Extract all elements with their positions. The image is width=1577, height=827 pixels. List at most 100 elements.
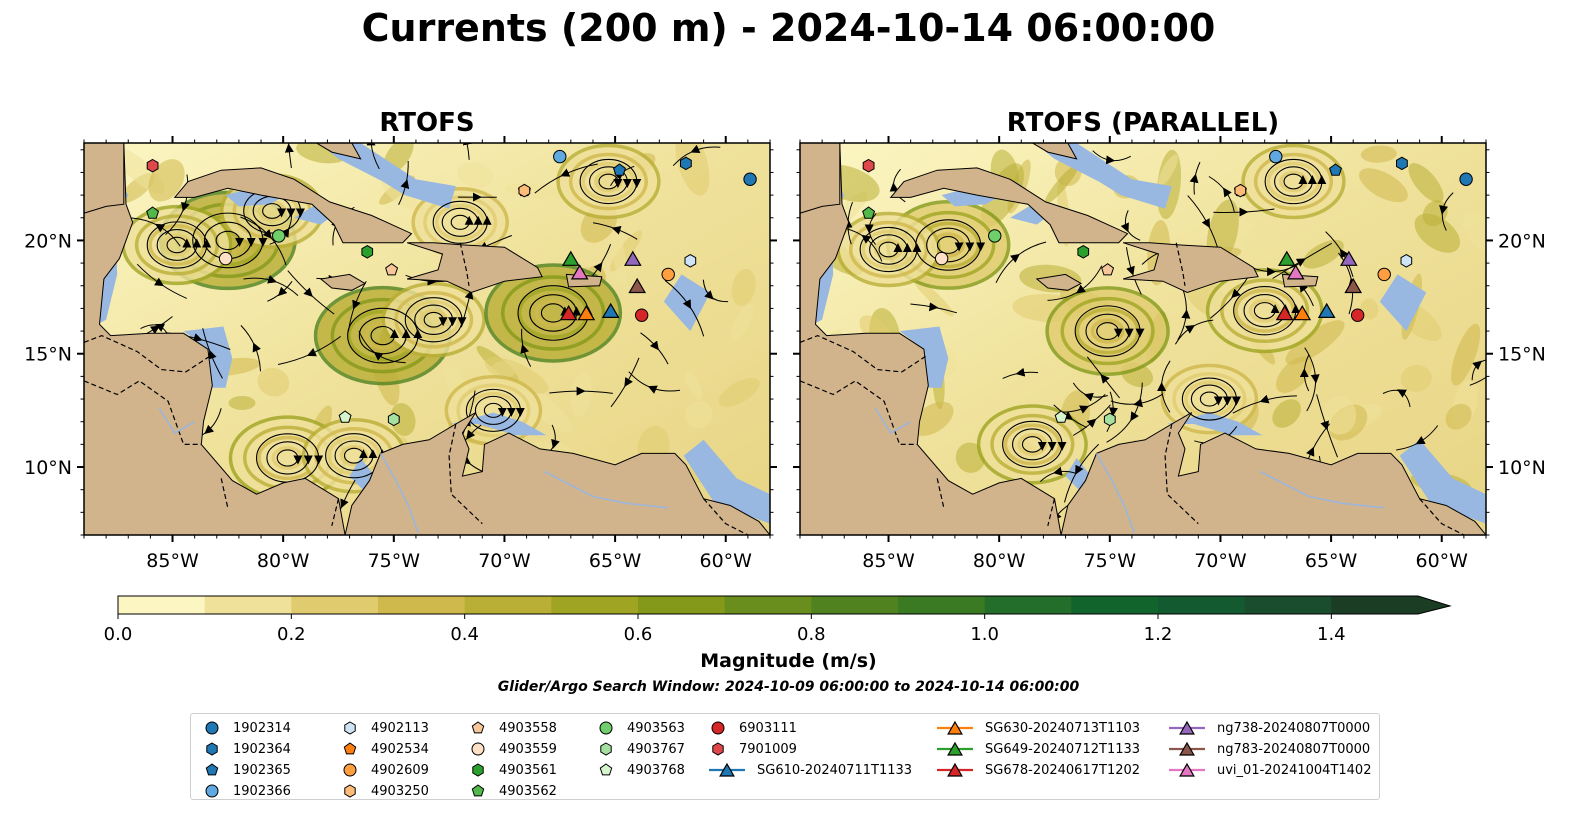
legend-marker bbox=[472, 763, 484, 777]
land-yucatan-land bbox=[800, 143, 841, 214]
legend-swatch bbox=[471, 721, 485, 734]
argo-float-4903558 bbox=[385, 263, 399, 276]
eddy-speed-ring bbox=[484, 263, 623, 363]
legend-item-4903561: 4903561 bbox=[467, 761, 557, 779]
argo-float-6903111 bbox=[1350, 308, 1365, 322]
argo-float-4903250 bbox=[518, 183, 531, 198]
legend-swatch bbox=[205, 721, 219, 735]
colorbar-segment bbox=[1158, 596, 1246, 614]
colorbar-segment bbox=[118, 596, 206, 614]
argo-float-1902314 bbox=[1459, 172, 1473, 186]
legend-marker bbox=[947, 720, 963, 735]
shallow-water bbox=[1399, 439, 1486, 524]
legend-swatch bbox=[471, 742, 485, 756]
streamline-arrow bbox=[1010, 253, 1020, 263]
shallow-water bbox=[318, 143, 456, 209]
speed-patch bbox=[1285, 320, 1345, 365]
country-border bbox=[703, 498, 749, 535]
land-central-america bbox=[800, 143, 1062, 535]
legend-label: 4903250 bbox=[371, 783, 429, 799]
land-cuba bbox=[889, 167, 1129, 244]
map-frames bbox=[83, 142, 1487, 536]
argo-float-4903559 bbox=[218, 251, 233, 266]
glider-SG678-20240617T1202 bbox=[559, 305, 578, 321]
legend-item-4902534: 4902534 bbox=[339, 740, 429, 758]
legend-item-4903559: 4903559 bbox=[467, 740, 557, 758]
map-frame bbox=[83, 142, 771, 536]
legend-swatch bbox=[1169, 762, 1205, 777]
legend-marker bbox=[1179, 762, 1195, 777]
streamline-arrow bbox=[1396, 389, 1408, 398]
argo-float-7901009 bbox=[146, 158, 159, 173]
glider-SG678-20240617T1202 bbox=[1275, 305, 1294, 321]
legend-marker bbox=[947, 762, 963, 777]
speed-patch bbox=[1445, 403, 1472, 430]
legend-item-1902366: 1902366 bbox=[201, 782, 291, 800]
legend-item-SG649-20240712T1133: SG649-20240712T1133 bbox=[935, 740, 1140, 758]
speed-patch bbox=[1272, 399, 1301, 428]
legend-item-1902365: 1902365 bbox=[201, 761, 291, 779]
speed-patch bbox=[1359, 168, 1408, 203]
lon-tick-label: 65°W bbox=[1305, 550, 1358, 572]
legend-label: 4902609 bbox=[371, 762, 429, 778]
legend-label: 6903111 bbox=[739, 720, 797, 736]
lon-tick-label: 85°W bbox=[146, 550, 199, 572]
colorbar-segment bbox=[291, 596, 379, 614]
glider-ng738-20240807T0000 bbox=[1339, 250, 1358, 266]
eddy-speed-ring bbox=[381, 281, 486, 358]
colorbar-tick-label: 0.2 bbox=[277, 624, 306, 645]
streamline-arrow bbox=[466, 429, 476, 440]
glider-uvi_01-20241004T1402 bbox=[570, 264, 589, 280]
legend-label: 1902364 bbox=[233, 741, 291, 757]
streamline-arrow bbox=[461, 455, 471, 465]
legend-item-4903250: 4903250 bbox=[339, 782, 429, 800]
shallow-water bbox=[1034, 143, 1172, 209]
lon-tick-label: 70°W bbox=[478, 550, 531, 572]
legend-swatch bbox=[711, 721, 725, 735]
lon-tick-label: 60°W bbox=[700, 550, 753, 572]
eddy-speed-ring bbox=[500, 275, 606, 351]
colorbar-segment bbox=[464, 596, 552, 614]
argo-float-1902364 bbox=[1396, 156, 1408, 171]
legend-item-4903767: 4903767 bbox=[595, 740, 685, 758]
argo-float-4902609 bbox=[1377, 267, 1391, 282]
land-jamaica bbox=[1035, 273, 1083, 291]
lon-tick-label: 80°W bbox=[257, 550, 310, 572]
lon-tick-label: 80°W bbox=[973, 550, 1026, 572]
streamline-arrow bbox=[593, 262, 603, 273]
streamline-arrow bbox=[149, 325, 161, 335]
colorbar-tick-label: 0.4 bbox=[450, 624, 479, 645]
legend-swatch bbox=[344, 784, 356, 798]
speed-patch bbox=[228, 396, 256, 410]
panel-title-rtofs-parallel: RTOFS (PARALLEL) bbox=[1006, 108, 1280, 138]
legend-item-4903562: 4903562 bbox=[467, 782, 557, 800]
glider-SG610-20240711T1133 bbox=[601, 302, 620, 318]
legend-marker bbox=[205, 721, 219, 735]
country-border bbox=[1164, 423, 1199, 525]
river bbox=[158, 407, 195, 435]
legend-label: SG630-20240713T1103 bbox=[985, 720, 1141, 736]
streamline-arrow bbox=[1076, 284, 1086, 294]
legend-marker bbox=[712, 742, 724, 756]
argo-float-4903768 bbox=[338, 410, 352, 423]
legend-label: 4903767 bbox=[627, 741, 685, 757]
legend-label: SG649-20240712T1133 bbox=[985, 741, 1141, 757]
lon-tick-label: 60°W bbox=[1416, 550, 1469, 572]
speed-patch bbox=[484, 357, 549, 394]
streamline-arrow bbox=[1495, 369, 1496, 370]
streamline-arrow bbox=[1472, 360, 1483, 370]
speed-patch bbox=[1360, 298, 1379, 320]
streamline-arrow bbox=[303, 287, 313, 297]
argo-float-1902364 bbox=[680, 156, 692, 171]
argo-float-4903562 bbox=[862, 206, 876, 219]
map-panel-rtofs bbox=[84, 143, 770, 535]
land-bahamas bbox=[315, 143, 362, 160]
colorbar-segment bbox=[984, 596, 1072, 614]
argo-float-4903563 bbox=[988, 229, 1002, 243]
argo-float-1902314 bbox=[743, 172, 757, 186]
land-central-america bbox=[84, 143, 346, 535]
lat-tick-label-right: 10°N bbox=[1498, 457, 1546, 479]
streamline-arrow bbox=[1295, 258, 1306, 267]
streamline-arrow bbox=[1201, 218, 1210, 229]
